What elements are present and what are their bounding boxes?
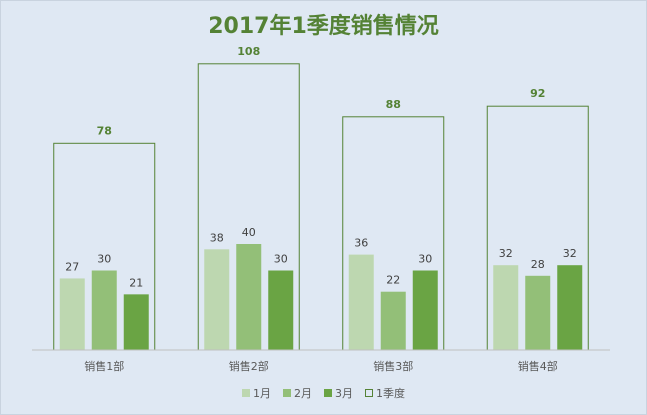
legend-label: 1季度: [376, 387, 405, 400]
legend-item: 1季度: [365, 385, 405, 401]
legend-label: 1月: [253, 387, 271, 400]
legend-item: 3月: [324, 385, 353, 401]
legend-swatch: [242, 389, 250, 397]
legend-item: 1月: [242, 385, 271, 401]
category-label: 销售3部: [373, 359, 413, 373]
bar: [525, 275, 551, 350]
bar: [91, 270, 117, 350]
data-label: 30: [97, 253, 111, 266]
data-label: 21: [129, 276, 143, 289]
bar: [348, 254, 374, 350]
legend-swatch: [283, 389, 291, 397]
legend-swatch: [365, 389, 373, 397]
data-label: 38: [210, 231, 224, 244]
category-label: 销售2部: [229, 359, 269, 373]
data-label: 36: [354, 237, 368, 250]
category-label: 销售1部: [84, 359, 124, 373]
bar: [557, 265, 583, 350]
legend: 1月 2月 3月 1季度: [0, 385, 647, 401]
category-label: 销售4部: [518, 359, 558, 373]
legend-label: 2月: [294, 387, 312, 400]
total-label: 88: [386, 98, 401, 111]
bar: [493, 265, 519, 350]
bar: [204, 249, 230, 350]
bar: [59, 278, 85, 350]
total-label: 108: [237, 45, 260, 58]
total-label: 78: [97, 124, 112, 137]
data-label: 27: [65, 260, 79, 273]
bar: [268, 270, 294, 350]
legend-label: 3月: [335, 387, 353, 400]
bar: [380, 291, 406, 350]
data-label: 28: [531, 258, 545, 271]
data-label: 22: [386, 274, 400, 287]
data-label: 40: [242, 226, 256, 239]
bar: [123, 294, 149, 350]
legend-item: 2月: [283, 385, 312, 401]
legend-swatch: [324, 389, 332, 397]
chart-title: 2017年1季度销售情况: [208, 14, 439, 39]
bar: [412, 270, 438, 350]
bar: [236, 244, 262, 350]
data-label: 32: [563, 247, 577, 260]
data-label: 32: [499, 247, 513, 260]
data-label: 30: [418, 253, 432, 266]
data-label: 30: [274, 253, 288, 266]
total-label: 92: [530, 87, 545, 100]
